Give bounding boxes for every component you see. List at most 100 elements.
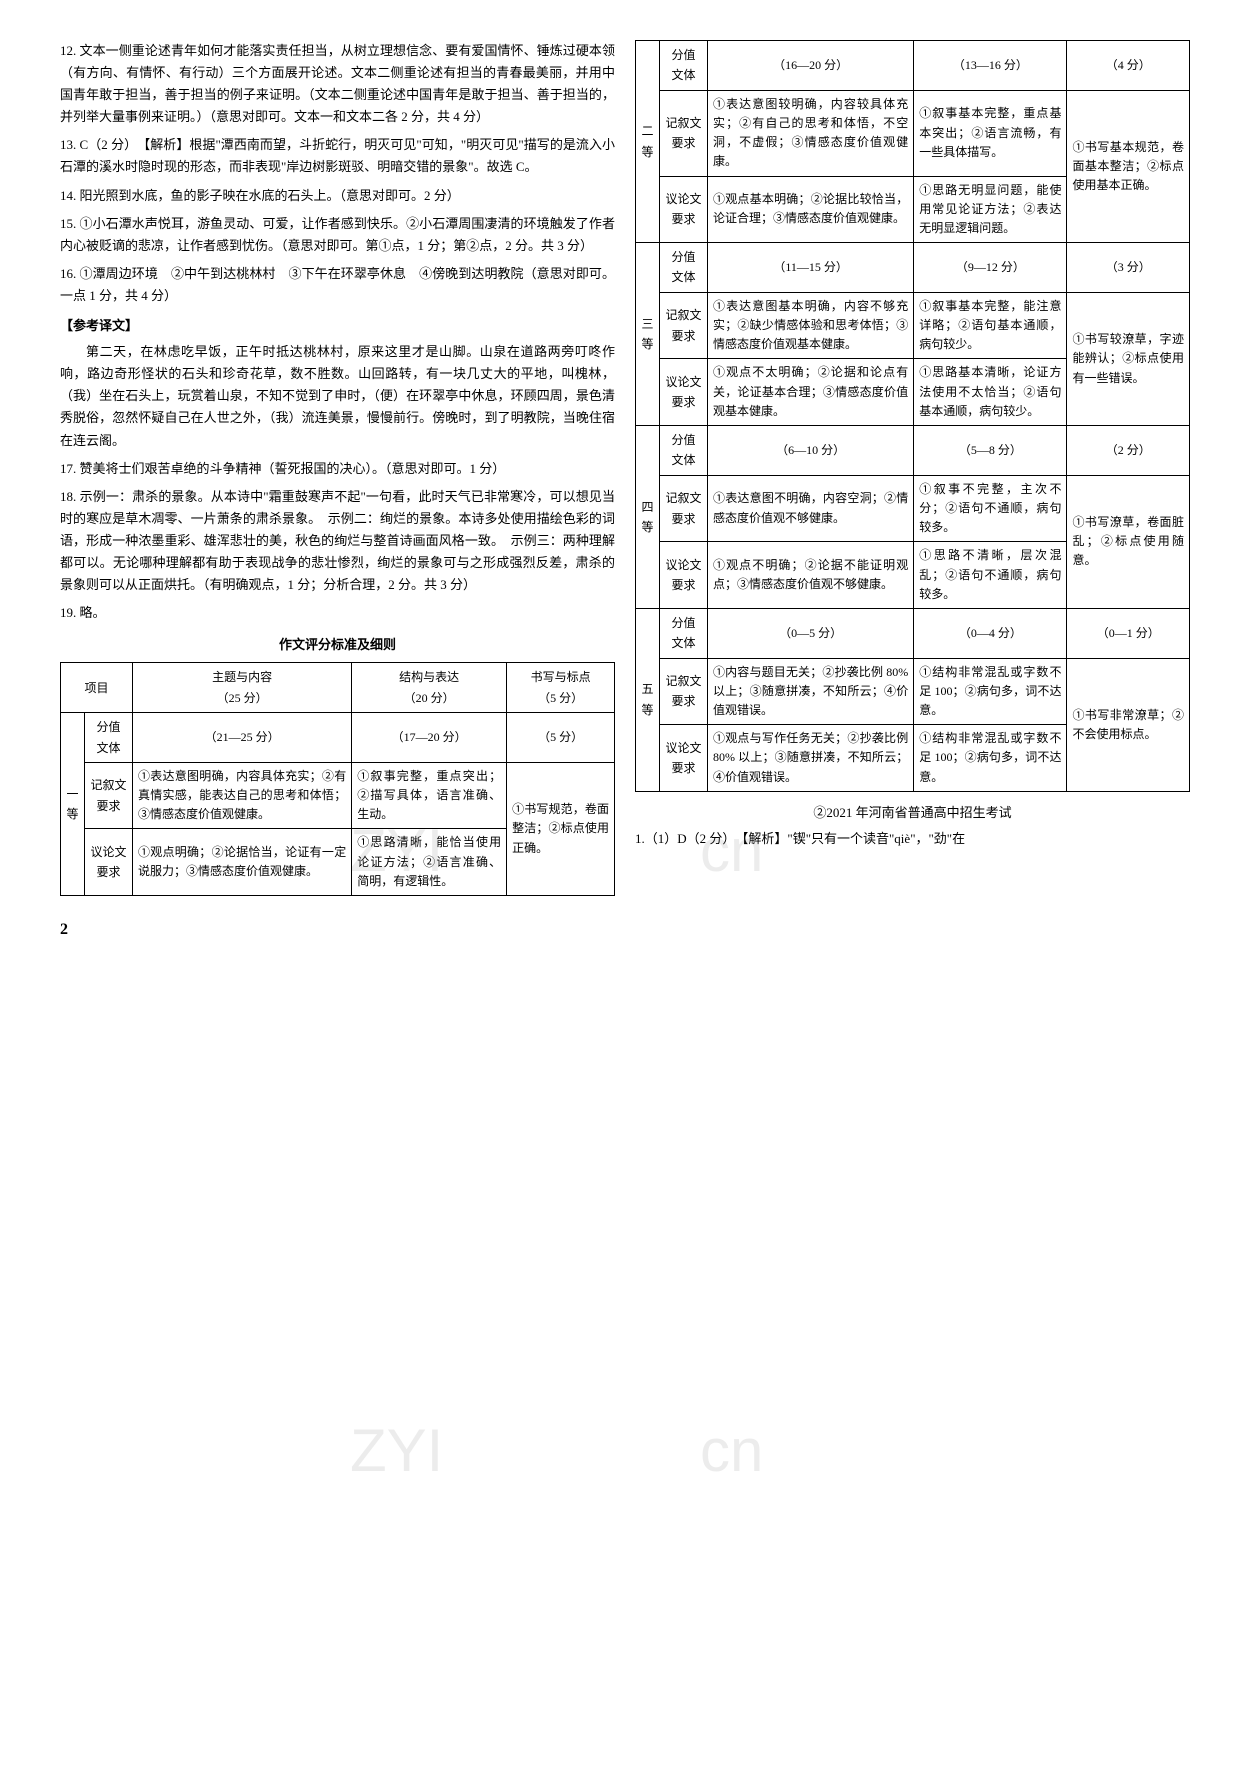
rubric-g1-c2-score: （17—20 分） (352, 713, 507, 763)
rubric-g1-label: 一等 (61, 713, 85, 896)
answer-19: 19. 略。 (60, 602, 615, 624)
rubric-argument-label-2: 议论文要求 (660, 176, 708, 243)
rubric-score-label-5: 分值 (671, 616, 695, 630)
rubric-g2-c1-score: （16—20 分） (708, 41, 914, 91)
rubric-narrative-label: 记叙文要求 (85, 762, 133, 829)
rubric-header-project: 项目 (61, 663, 133, 713)
rubric-narrative-label-2: 记叙文要求 (660, 90, 708, 176)
rubric-score-label-2: 分值 (671, 48, 695, 62)
rubric-argument-label-3: 议论文要求 (660, 359, 708, 426)
watermark-4: cn (700, 1400, 763, 1502)
rubric-style-label-5: 文体 (671, 636, 695, 650)
rubric-g1-narrative-struc: ①叙事完整，重点突出；②描写具体，语言准确、生动。 (352, 762, 507, 829)
rubric-g2-writing: ①书写基本规范，卷面基本整洁；②标点使用基本正确。 (1067, 90, 1190, 242)
rubric-g4-c2-score: （5—8 分） (914, 426, 1067, 476)
rubric-g5-c2-score: （0—4 分） (914, 608, 1067, 658)
rubric-g5-score-label: 分值 文体 (660, 608, 708, 658)
rubric-g3-c3-score: （3 分） (1067, 243, 1190, 293)
watermark-3: ZYI (350, 1400, 443, 1502)
rubric-score-label-3: 分值 (671, 250, 695, 264)
rubric-header-row: 项目 主题与内容 （25 分） 结构与表达 （20 分） 书写与标点 （5 分） (61, 663, 615, 713)
rubric-g5-narrative-struc: ①结构非常混乱或字数不足 100；②病句多，词不达意。 (914, 658, 1067, 725)
rubric-header-col3-score: （5 分） (538, 691, 583, 705)
rubric-g4-score-row: 四等 分值 文体 （6—10 分） （5—8 分） （2 分） (636, 426, 1190, 476)
rubric-table-left: 项目 主题与内容 （25 分） 结构与表达 （20 分） 书写与标点 （5 分）… (60, 662, 615, 896)
rubric-g5-label: 五等 (636, 608, 660, 791)
rubric-header-col1-score: （25 分） (217, 691, 268, 705)
rubric-g3-label: 三等 (636, 243, 660, 426)
page-container: 12. 文本一侧重论述青年如何才能落实责任担当，从树立理想信念、要有爱国情怀、锤… (60, 40, 1190, 943)
rubric-score-label: 分值 (96, 720, 120, 734)
rubric-g3-c1-score: （11—15 分） (708, 243, 914, 293)
rubric-header-col2-score: （20 分） (404, 691, 455, 705)
rubric-g4-c1-score: （6—10 分） (708, 426, 914, 476)
answer-16: 16. ①潭周边环境 ②中午到达桃林村 ③下午在环翠亭休息 ④傍晚到达明教院（意… (60, 263, 615, 307)
rubric-g4-narrative-struc: ①叙事不完整，主次不分；②语句不通顺，病句较多。 (914, 475, 1067, 542)
rubric-g4-narrative: ①表达意图不明确，内容空洞；②情感态度价值观不够健康。 (708, 475, 914, 542)
rubric-g5-argument-struc: ①结构非常混乱或字数不足 100；②病句多，词不达意。 (914, 725, 1067, 792)
rubric-g2-narrative-struc: ①叙事基本完整，重点基本突出；②语言流畅，有一些具体描写。 (914, 90, 1067, 176)
rubric-header-col1: 主题与内容 （25 分） (133, 663, 352, 713)
rubric-g3-writing: ①书写较潦草，字迹能辨认；②标点使用有一些错误。 (1067, 292, 1190, 425)
answer-17: 17. 赞美将士们艰苦卓绝的斗争精神（誓死报国的决心）。（意思对即可。1 分） (60, 458, 615, 480)
rubric-g3-argument-struc: ①思路基本清晰，论证方法使用不太恰当；②语句基本通顺，病句较少。 (914, 359, 1067, 426)
rubric-score-label-4: 分值 (671, 433, 695, 447)
answer-14: 14. 阳光照到水底，鱼的影子映在水底的石头上。（意思对即可。2 分） (60, 185, 615, 207)
rubric-g4-argument-struc: ①思路不清晰，层次混乱；②语句不通顺，病句较多。 (914, 542, 1067, 609)
rubric-header-col3: 书写与标点 （5 分） (507, 663, 615, 713)
reference-translation-title: 【参考译文】 (60, 315, 615, 337)
rubric-style-label: 文体 (96, 741, 120, 755)
rubric-g2-score-row: 二等 分值 文体 （16—20 分） （13—16 分） （4 分） (636, 41, 1190, 91)
bottom-exam-title: ②2021 年河南省普通高中招生考试 (635, 802, 1190, 824)
rubric-g1-score-row: 一等 分值 文体 （21—25 分） （17—20 分） （5 分） (61, 713, 615, 763)
rubric-g1-c3-score: （5 分） (507, 713, 615, 763)
rubric-argument-label-5: 议论文要求 (660, 725, 708, 792)
rubric-title: 作文评分标准及细则 (60, 634, 615, 656)
rubric-g3-narrative-row: 记叙文要求 ①表达意图基本明确，内容不够充实；②缺少情感体验和思考体悟；③情感态… (636, 292, 1190, 359)
bottom-answer-1: 1.（1）D（2 分） 【解析】"锲"只有一个读音"qiè"，"劲"在 (635, 828, 1190, 850)
rubric-g4-c3-score: （2 分） (1067, 426, 1190, 476)
rubric-narrative-label-5: 记叙文要求 (660, 658, 708, 725)
rubric-g5-narrative-row: 记叙文要求 ①内容与题目无关；②抄袭比例 80% 以上；③随意拼凑，不知所云；④… (636, 658, 1190, 725)
rubric-g5-score-row: 五等 分值 文体 （0—5 分） （0—4 分） （0—1 分） (636, 608, 1190, 658)
rubric-g2-score-label: 分值 文体 (660, 41, 708, 91)
rubric-g2-label: 二等 (636, 41, 660, 243)
rubric-g1-score-label: 分值 文体 (85, 713, 133, 763)
rubric-g5-c3-score: （0—1 分） (1067, 608, 1190, 658)
rubric-g3-argument: ①观点不太明确；②论据和论点有关，论证基本合理；③情感态度价值观基本健康。 (708, 359, 914, 426)
left-column: 12. 文本一侧重论述青年如何才能落实责任担当，从树立理想信念、要有爱国情怀、锤… (60, 40, 615, 943)
rubric-g4-score-label: 分值 文体 (660, 426, 708, 476)
rubric-g2-c3-score: （4 分） (1067, 41, 1190, 91)
rubric-argument-label: 议论文要求 (85, 829, 133, 896)
rubric-style-label-3: 文体 (671, 270, 695, 284)
rubric-g1-argument: ①观点明确；②论据恰当，论证有一定说服力；③情感态度价值观健康。 (133, 829, 352, 896)
rubric-header-col1-label: 主题与内容 (212, 670, 272, 684)
right-column: 二等 分值 文体 （16—20 分） （13—16 分） （4 分） 记叙文要求… (635, 40, 1190, 943)
rubric-g2-c2-score: （13—16 分） (914, 41, 1067, 91)
rubric-g4-argument: ①观点不明确；②论据不能证明观点；③情感态度价值观不够健康。 (708, 542, 914, 609)
rubric-argument-label-4: 议论文要求 (660, 542, 708, 609)
rubric-g3-narrative: ①表达意图基本明确，内容不够充实；②缺少情感体验和思考体悟；③情感态度价值观基本… (708, 292, 914, 359)
rubric-g4-label: 四等 (636, 426, 660, 609)
rubric-g2-narrative-row: 记叙文要求 ①表达意图较明确，内容较具体充实；②有自己的思考和体悟，不空洞，不虚… (636, 90, 1190, 176)
reference-translation-passage: 第二天，在林虑吃早饭，正午时抵达桃林村，原来这里才是山脚。山泉在道路两旁叮咚作响… (60, 341, 615, 451)
rubric-g5-argument: ①观点与写作任务无关；②抄袭比例 80% 以上；③随意拼凑，不知所云；④价值观错… (708, 725, 914, 792)
rubric-narrative-label-4: 记叙文要求 (660, 475, 708, 542)
rubric-g1-c1-score: （21—25 分） (133, 713, 352, 763)
rubric-g3-score-label: 分值 文体 (660, 243, 708, 293)
rubric-g2-narrative: ①表达意图较明确，内容较具体充实；②有自己的思考和体悟，不空洞，不虚假；③情感态… (708, 90, 914, 176)
rubric-g3-score-row: 三等 分值 文体 （11—15 分） （9—12 分） （3 分） (636, 243, 1190, 293)
page-number: 2 (60, 916, 615, 943)
rubric-style-label-2: 文体 (671, 68, 695, 82)
rubric-header-col2-label: 结构与表达 (399, 670, 459, 684)
rubric-g5-c1-score: （0—5 分） (708, 608, 914, 658)
rubric-g3-narrative-struc: ①叙事基本完整，能注意详略；②语句基本通顺，病句较少。 (914, 292, 1067, 359)
rubric-g1-narrative: ①表达意图明确，内容具体充实；②有真情实感，能表达自己的思考和体悟；③情感态度价… (133, 762, 352, 829)
rubric-g1-narrative-row: 记叙文要求 ①表达意图明确，内容具体充实；②有真情实感，能表达自己的思考和体悟；… (61, 762, 615, 829)
rubric-g1-argument-struc: ①思路清晰，能恰当使用论证方法；②语言准确、简明，有逻辑性。 (352, 829, 507, 896)
rubric-g2-argument: ①观点基本明确；②论据比较恰当，论证合理；③情感态度价值观健康。 (708, 176, 914, 243)
rubric-table-right: 二等 分值 文体 （16—20 分） （13—16 分） （4 分） 记叙文要求… (635, 40, 1190, 792)
rubric-g2-argument-struc: ①思路无明显问题，能使用常见论证方法；②表达无明显逻辑问题。 (914, 176, 1067, 243)
answer-15: 15. ①小石潭水声悦耳，游鱼灵动、可爱，让作者感到快乐。②小石潭周围凄清的环境… (60, 213, 615, 257)
answer-12: 12. 文本一侧重论述青年如何才能落实责任担当，从树立理想信念、要有爱国情怀、锤… (60, 40, 615, 128)
